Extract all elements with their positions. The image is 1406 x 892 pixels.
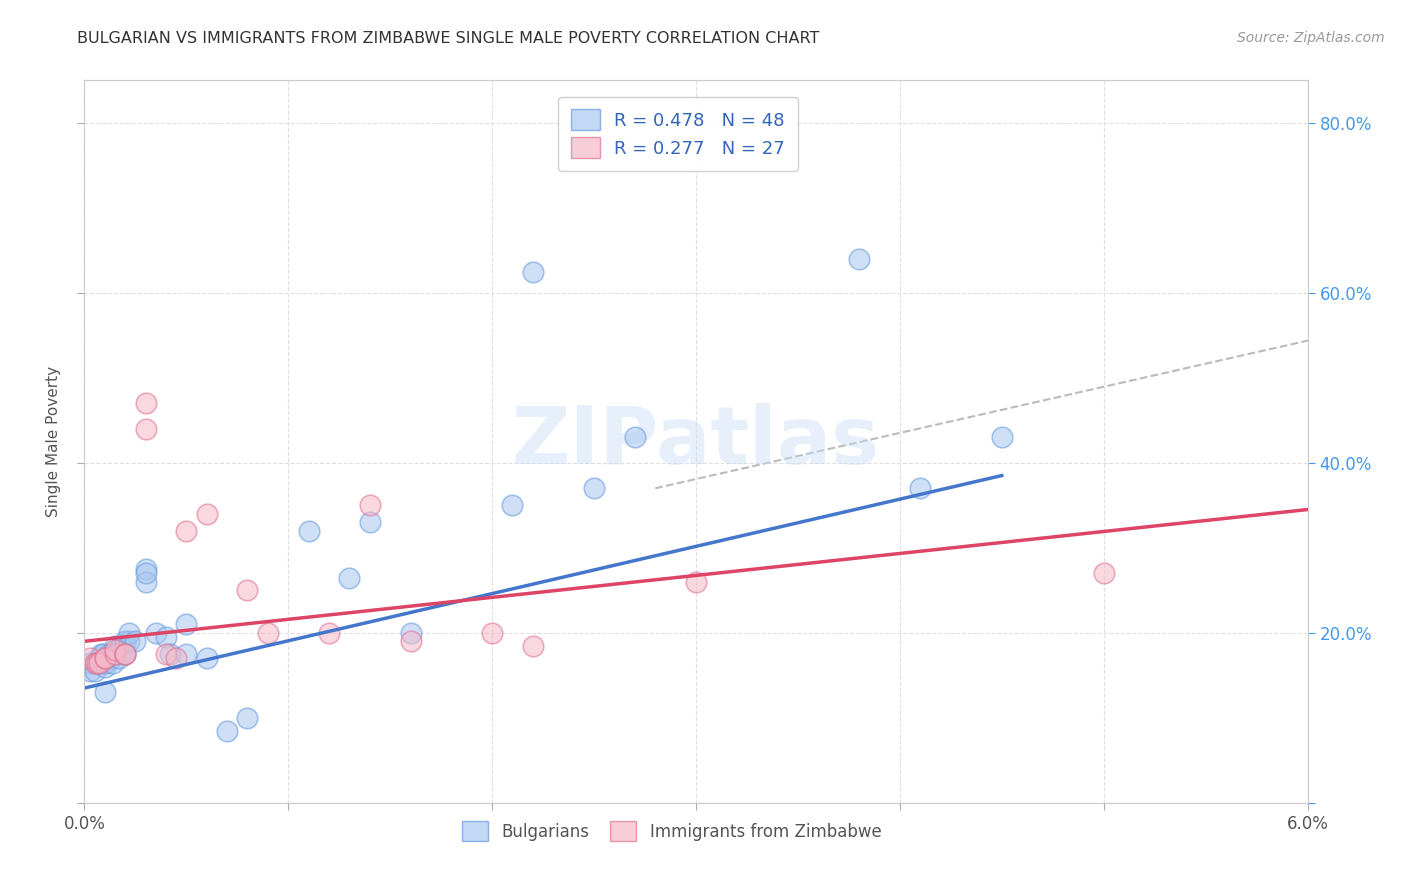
Point xyxy=(93,656,117,670)
Point xyxy=(685,574,707,589)
Point xyxy=(114,642,136,657)
Point xyxy=(135,396,157,410)
Point xyxy=(104,647,127,661)
Point xyxy=(86,656,108,670)
Point xyxy=(583,481,606,495)
Point xyxy=(79,651,101,665)
Point xyxy=(159,647,181,661)
Point xyxy=(83,664,105,678)
Point xyxy=(105,647,128,661)
Point xyxy=(104,639,127,653)
Point xyxy=(91,647,114,661)
Point xyxy=(110,639,132,653)
Point xyxy=(114,647,136,661)
Point xyxy=(93,651,117,665)
Point xyxy=(257,625,280,640)
Point xyxy=(100,651,122,665)
Point xyxy=(83,656,105,670)
Point xyxy=(135,566,157,581)
Point xyxy=(848,252,870,266)
Point xyxy=(176,647,198,661)
Point xyxy=(97,647,120,661)
Point xyxy=(135,422,157,436)
Point xyxy=(318,625,340,640)
Point xyxy=(124,634,146,648)
Point xyxy=(93,660,117,674)
Point xyxy=(87,651,110,665)
Point xyxy=(195,651,218,665)
Point xyxy=(83,656,105,670)
Point xyxy=(502,498,524,512)
Point xyxy=(135,574,157,589)
Point xyxy=(145,625,167,640)
Point xyxy=(624,430,647,444)
Point xyxy=(114,647,136,661)
Text: Source: ZipAtlas.com: Source: ZipAtlas.com xyxy=(1237,31,1385,45)
Point xyxy=(118,625,141,640)
Point xyxy=(155,647,177,661)
Y-axis label: Single Male Poverty: Single Male Poverty xyxy=(46,366,62,517)
Point xyxy=(176,617,198,632)
Point xyxy=(236,711,259,725)
Point xyxy=(90,656,112,670)
Point xyxy=(97,651,120,665)
Point xyxy=(176,524,198,538)
Point xyxy=(522,264,544,278)
Point xyxy=(79,664,101,678)
Point xyxy=(118,634,141,648)
Point xyxy=(359,498,381,512)
Point xyxy=(114,647,136,661)
Point xyxy=(195,507,218,521)
Point xyxy=(399,625,422,640)
Point xyxy=(481,625,503,640)
Point xyxy=(93,651,117,665)
Point xyxy=(135,562,157,576)
Point xyxy=(399,634,422,648)
Point xyxy=(522,639,544,653)
Point xyxy=(114,634,136,648)
Point xyxy=(104,642,127,657)
Text: ZIPatlas: ZIPatlas xyxy=(512,402,880,481)
Text: BULGARIAN VS IMMIGRANTS FROM ZIMBABWE SINGLE MALE POVERTY CORRELATION CHART: BULGARIAN VS IMMIGRANTS FROM ZIMBABWE SI… xyxy=(77,31,820,46)
Point xyxy=(155,630,177,644)
Point xyxy=(93,685,117,699)
Point xyxy=(910,481,932,495)
Point xyxy=(104,647,127,661)
Point xyxy=(298,524,321,538)
Point xyxy=(339,570,361,584)
Point xyxy=(165,651,187,665)
Point xyxy=(359,516,381,530)
Legend: Bulgarians, Immigrants from Zimbabwe: Bulgarians, Immigrants from Zimbabwe xyxy=(450,810,893,852)
Point xyxy=(108,651,131,665)
Point xyxy=(101,656,124,670)
Point xyxy=(87,656,110,670)
Point xyxy=(236,583,259,598)
Point xyxy=(217,723,239,738)
Point xyxy=(79,656,101,670)
Point xyxy=(1092,566,1115,581)
Point xyxy=(991,430,1014,444)
Point xyxy=(90,647,112,661)
